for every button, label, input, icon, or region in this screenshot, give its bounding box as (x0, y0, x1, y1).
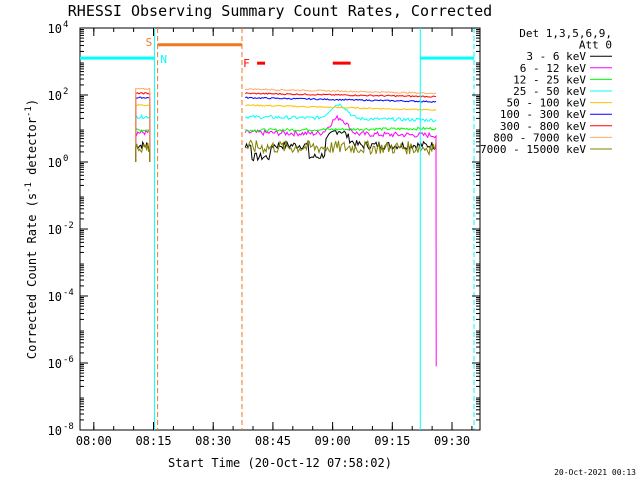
x-tick-label: 09:15 (374, 434, 410, 448)
series-line-2-seg-1 (245, 126, 437, 133)
series-line-3-seg-1 (244, 103, 437, 123)
y-tick-label: 10 (48, 22, 62, 36)
series-line-6-seg-1 (244, 92, 437, 98)
legend-item-label: 7000 - 15000 keV (480, 143, 586, 156)
y-tick-exponent: -6 (63, 355, 74, 365)
legend-header: Att 0 (579, 39, 612, 52)
series-line-5-seg-0 (135, 96, 151, 162)
series-line-8-seg-1 (245, 139, 437, 157)
y-axis-label-part: -1 (24, 182, 34, 193)
night-label: N (160, 53, 167, 66)
legend-item-label: 6 - 12 keV (520, 62, 587, 75)
y-tick-exponent: 4 (63, 20, 68, 30)
flare-label: F (243, 57, 250, 70)
y-tick-exponent: 2 (63, 87, 68, 97)
legend-item-label: 50 - 100 keV (507, 97, 587, 110)
series-line-6-seg-0 (135, 92, 151, 162)
y-tick-label: 10 (48, 89, 62, 103)
y-tick-label: 10 (48, 290, 62, 304)
series-line-2-seg-0 (135, 128, 151, 162)
x-tick-label: 08:30 (195, 434, 231, 448)
legend-item-label: 800 - 7000 keV (493, 131, 586, 144)
series-line-7-seg-1 (245, 88, 437, 95)
x-axis-label: Start Time (20-Oct-12 07:58:02) (168, 456, 392, 470)
y-tick-label: 10 (48, 424, 62, 438)
legend-item-label: 25 - 50 keV (513, 85, 586, 98)
y-tick-exponent: -2 (63, 221, 74, 231)
legend-item-label: 300 - 800 keV (500, 120, 586, 133)
series-line-8-seg-0 (135, 142, 151, 162)
x-tick-label: 09:00 (315, 434, 351, 448)
x-tick-label: 08:00 (76, 434, 112, 448)
y-axis-label: Corrected Count Rate (s-1 detector-1) (24, 99, 39, 359)
y-tick-label: 10 (48, 156, 62, 170)
series-line-4-seg-0 (135, 103, 151, 162)
series-line-3-seg-0 (135, 113, 151, 162)
y-axis-label-part: ) (25, 99, 39, 106)
series-line-1-seg-1 (244, 114, 437, 367)
footer-timestamp: 20-Oct-2021 00:13 (554, 468, 636, 477)
legend-item-label: 3 - 6 keV (526, 50, 586, 63)
y-tick-exponent: -8 (63, 422, 74, 432)
y-tick-label: 10 (48, 357, 62, 371)
y-axis-label-part: -1 (24, 106, 34, 117)
x-tick-label: 09:30 (434, 434, 470, 448)
series-line-7-seg-0 (135, 87, 151, 162)
legend-item-label: 100 - 300 keV (500, 108, 586, 121)
y-tick-exponent: 0 (63, 154, 68, 164)
legend-header: Det 1,3,5,6,9, (519, 27, 612, 40)
x-tick-label: 08:15 (135, 434, 171, 448)
x-tick-label: 08:45 (255, 434, 291, 448)
y-axis-label-part: Corrected Count Rate (s (25, 193, 39, 359)
series-layer (135, 87, 437, 367)
y-axis-label-part: detector (25, 117, 39, 182)
series-line-1-seg-0 (135, 129, 151, 162)
y-tick-label: 10 (48, 223, 62, 237)
chart-title: RHESSI Observing Summary Count Rates, Co… (68, 2, 492, 20)
legend-item-label: 12 - 25 keV (513, 73, 586, 86)
series-line-5-seg-1 (245, 96, 437, 103)
y-tick-exponent: -4 (63, 288, 74, 298)
saa-label: S (146, 36, 153, 49)
series-line-4-seg-1 (245, 103, 437, 112)
